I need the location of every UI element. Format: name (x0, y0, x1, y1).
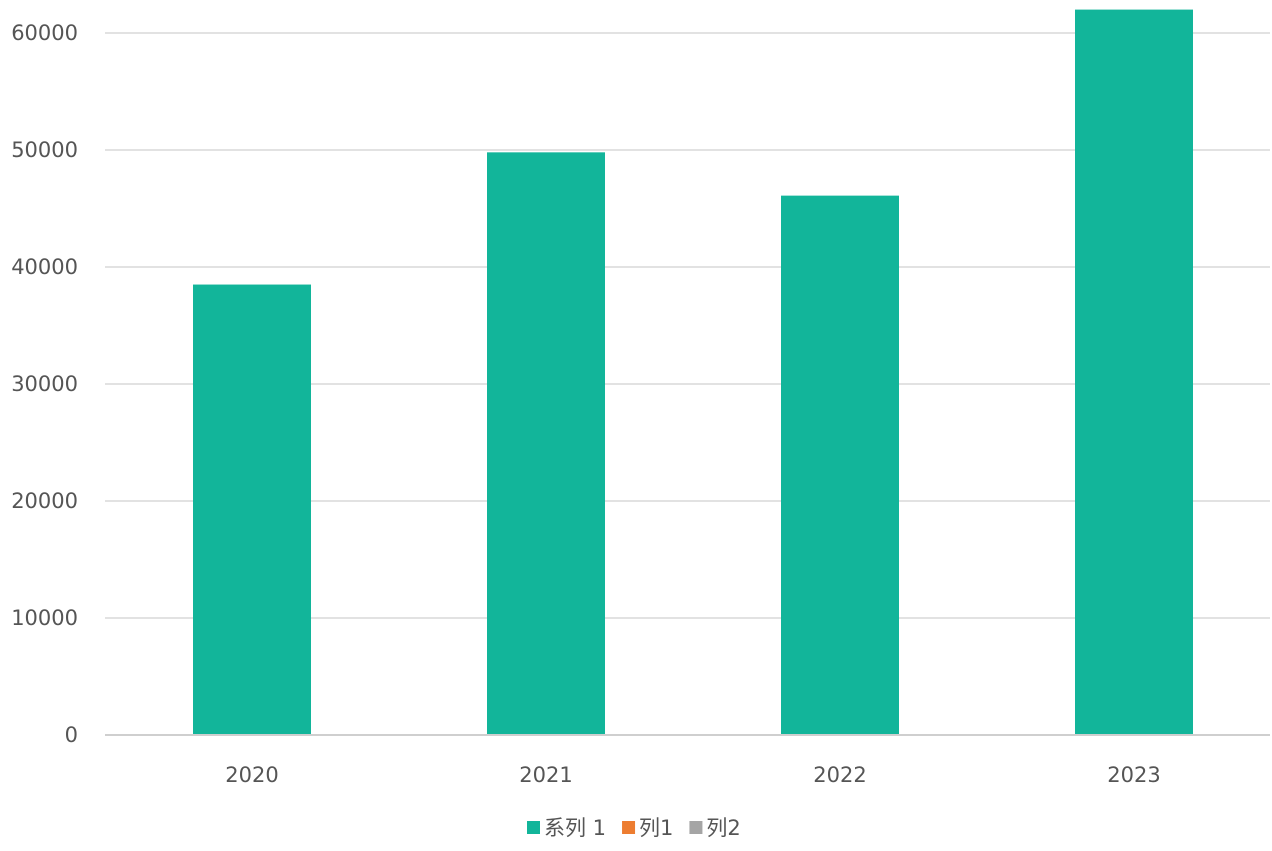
y-tick-label: 10000 (11, 606, 78, 630)
y-tick-label: 20000 (11, 489, 78, 513)
x-tick-label: 2021 (519, 763, 572, 787)
legend-swatch (689, 821, 703, 834)
legend-label: 列2 (706, 816, 740, 840)
legend-swatch (527, 821, 540, 834)
bar-2021 (487, 152, 605, 736)
x-axis-tick-labels: 2020 2021 2022 2023 (225, 763, 1160, 787)
y-tick-label: 40000 (11, 255, 78, 279)
y-tick-label: 60000 (11, 21, 78, 45)
bar-2023 (1075, 9, 1193, 736)
y-tick-label: 30000 (11, 372, 78, 396)
bar-2020 (193, 284, 311, 735)
y-tick-label: 0 (65, 723, 78, 747)
legend-swatch (622, 821, 636, 834)
x-tick-label: 2020 (225, 763, 278, 787)
y-axis-tick-labels: 0 10000 20000 30000 40000 50000 60000 (11, 21, 78, 747)
x-tick-label: 2023 (1107, 763, 1160, 787)
bar-2022 (781, 195, 899, 735)
legend: 系列 1 列1 列2 (527, 816, 741, 840)
y-tick-label: 50000 (11, 138, 78, 162)
bars (193, 9, 1193, 736)
legend-label: 列1 (639, 816, 673, 840)
legend-label: 系列 1 (544, 816, 606, 840)
x-tick-label: 2022 (813, 763, 866, 787)
